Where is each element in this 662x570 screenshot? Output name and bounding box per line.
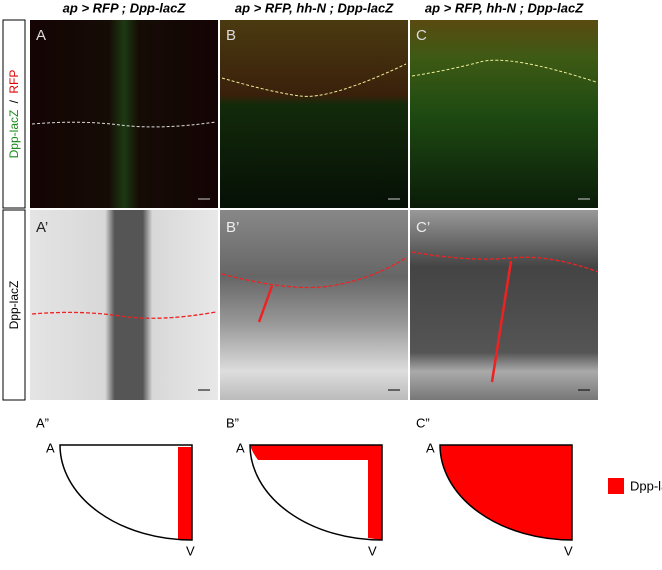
ventral-label: V [186,543,195,558]
expression-domain [439,444,573,541]
boundary [31,121,217,128]
row-label-box [2,209,26,401]
arrow [490,260,513,383]
wing-disc-outline [249,444,383,541]
schematic-label: C” [416,415,430,430]
row-label: Dpp-lacZ [7,281,21,330]
panel-label: B’ [226,219,239,236]
column-header: ap > RFP, hh-N ; Dpp-lacZ [235,0,394,15]
anterior-label: A [236,440,245,455]
boundary [31,311,217,319]
micrograph [410,20,598,208]
panel-label: C [416,27,427,44]
wing-disc-outline [59,444,193,541]
ventral-label: V [368,543,377,558]
row-label-separator: / [7,99,21,103]
row-label-red: RFP [7,70,21,94]
wing-disc [60,445,192,540]
row-label-green: Dpp-lacZ [7,110,21,159]
column-header: ap > RFP, hh-N ; Dpp-lacZ [425,0,584,15]
expression-domain [250,445,382,540]
legend-swatch [608,478,624,494]
micrograph [220,20,408,208]
row-label-box [2,19,26,209]
legend-label: Dpp-lacZ [630,478,662,493]
boundary [221,257,407,289]
expression-domain [178,447,192,540]
anterior-label: A [426,440,435,455]
panel-label: A [36,27,46,44]
panel-label: C’ [416,219,430,236]
micrograph [30,210,218,400]
schematic-label: A” [36,415,49,430]
row-label: Dpp-lacZ / RFP [7,70,21,159]
anterior-label: A [46,440,55,455]
schematic-label: B” [226,415,239,430]
micrograph [220,210,408,400]
ventral-label: V [564,543,573,558]
boundary [411,251,599,273]
panel-label: A’ [36,219,48,236]
arrow [257,285,274,323]
column-header: ap > RFP ; Dpp-lacZ [63,0,187,15]
micrograph [30,20,218,208]
panel-label: B [226,27,236,44]
wing-disc [250,445,382,540]
boundary [221,63,407,97]
